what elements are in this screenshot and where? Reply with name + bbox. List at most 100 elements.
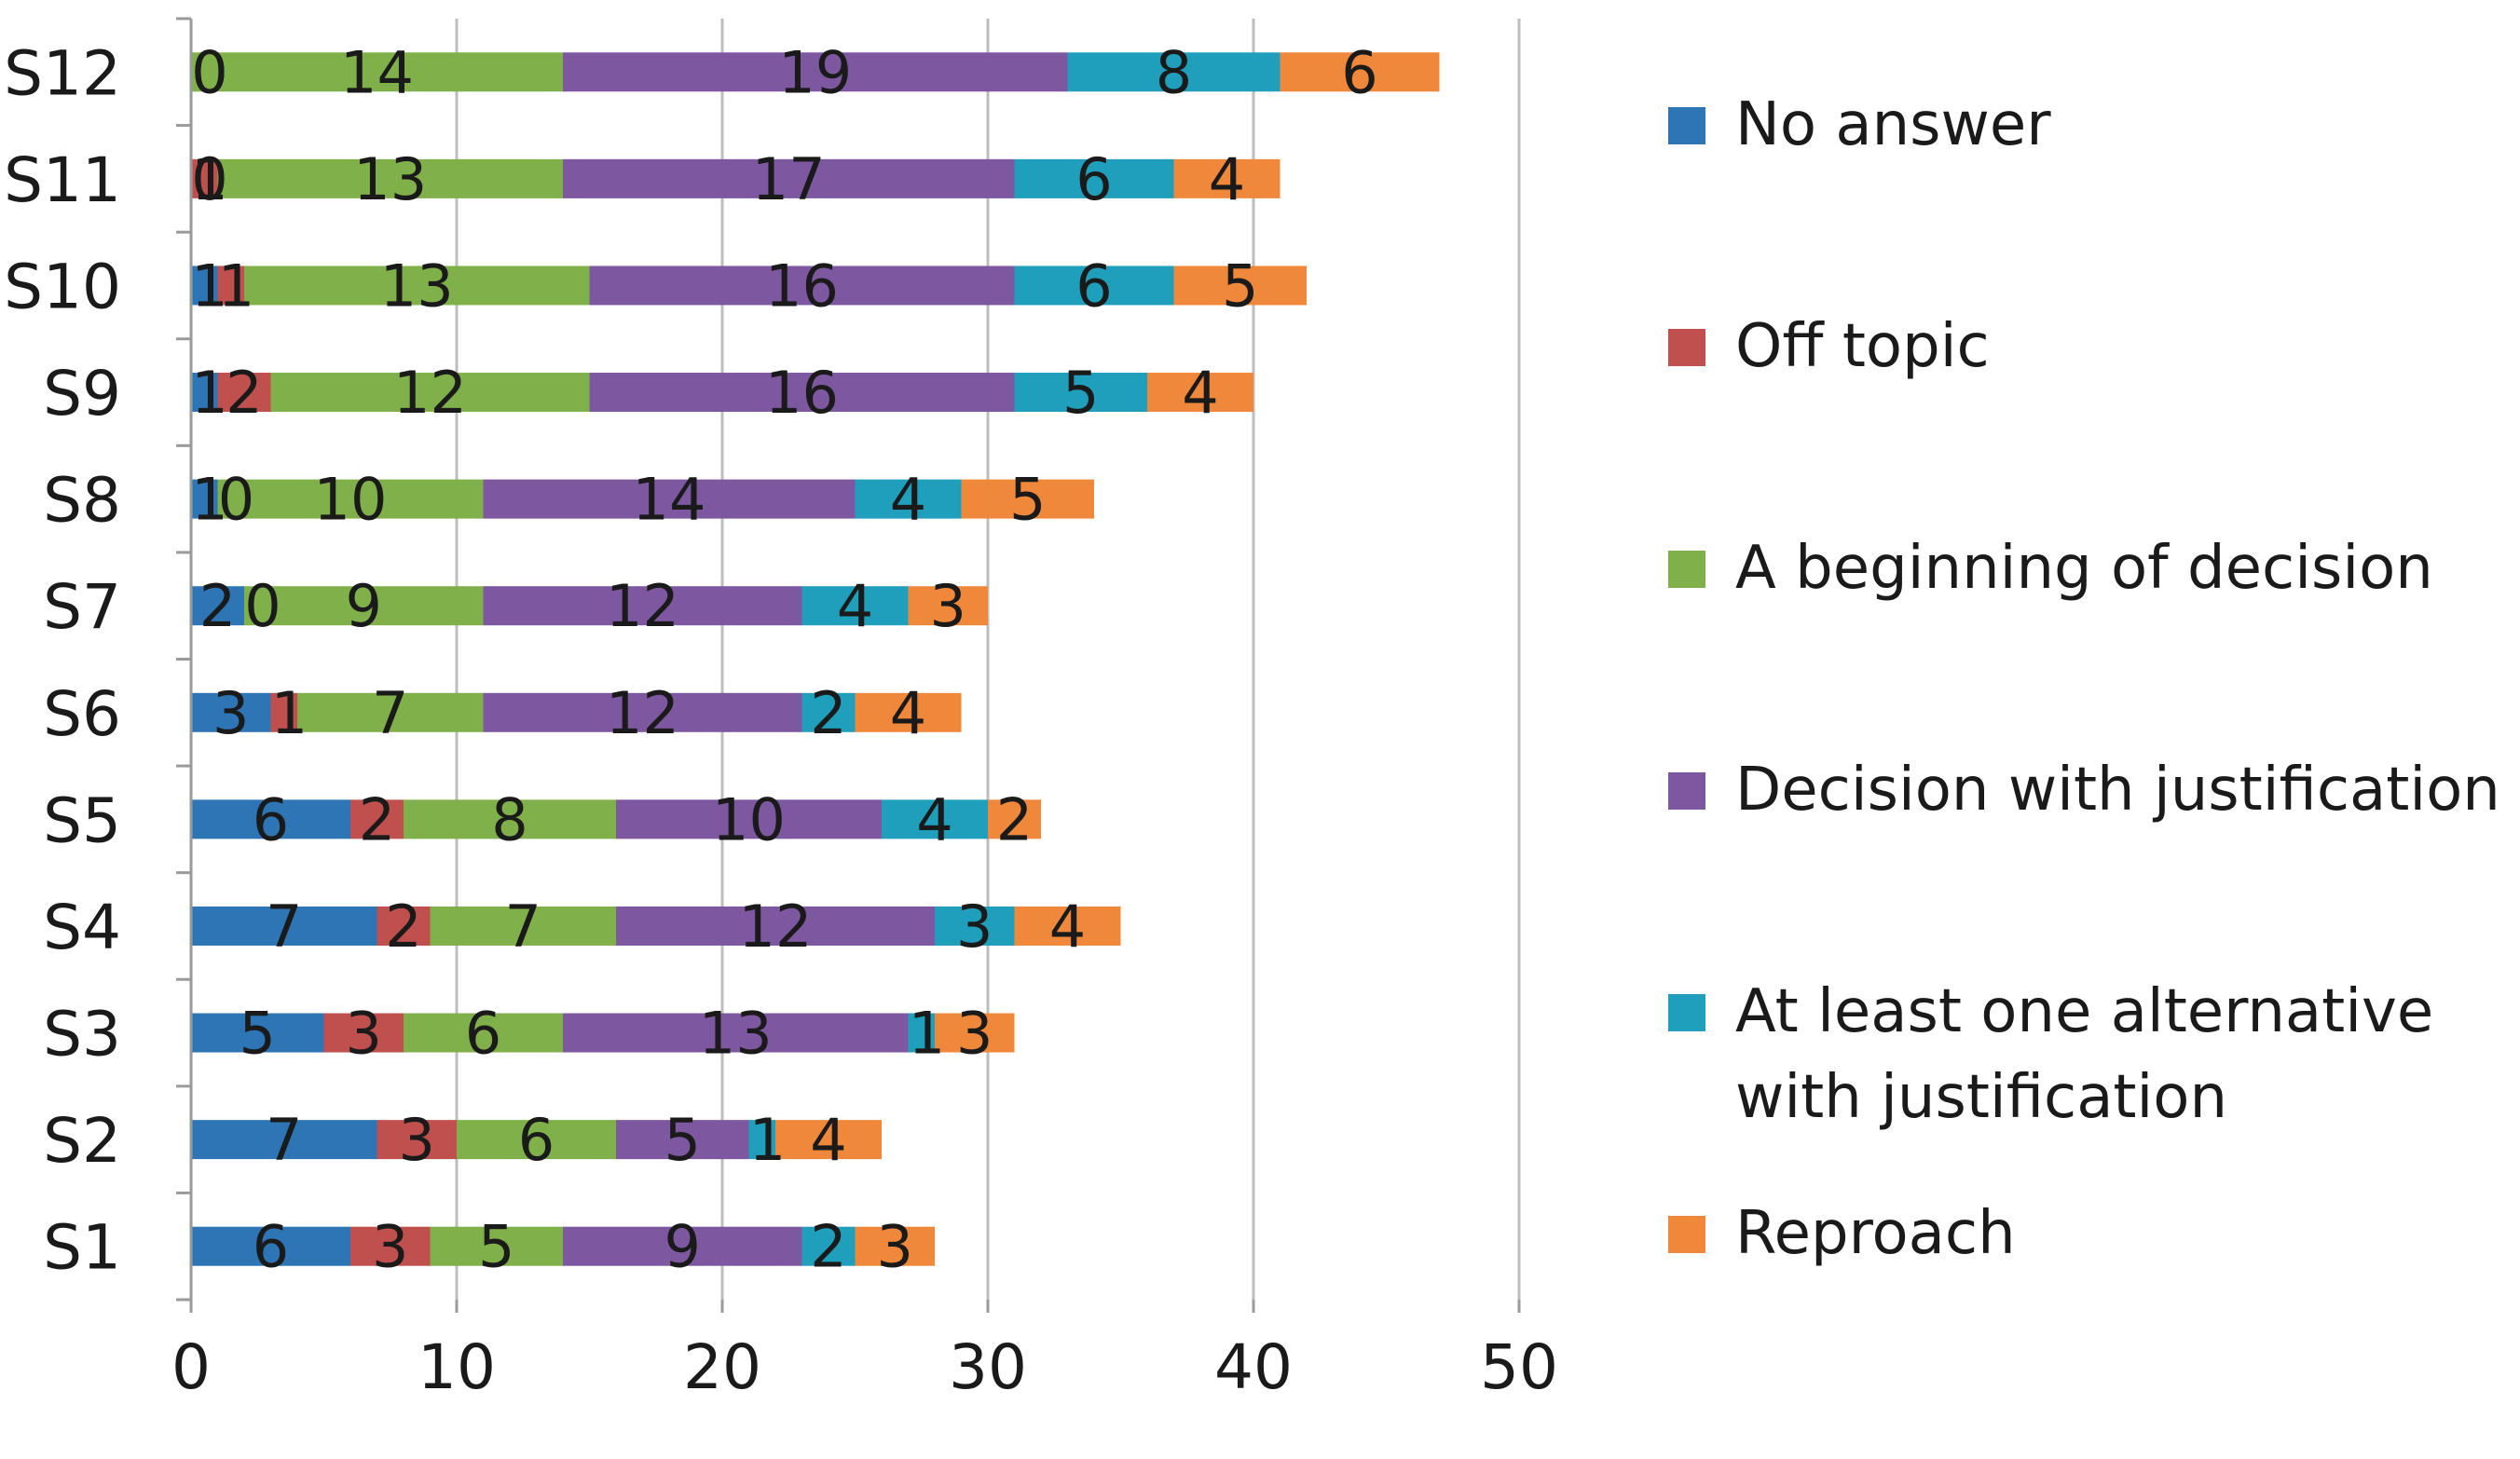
data-label: 6	[1341, 38, 1377, 106]
data-label: 5	[1009, 466, 1046, 534]
bar-segment	[1173, 266, 1307, 306]
x-tick-label: 50	[1480, 1331, 1558, 1403]
data-label: 3	[346, 1000, 382, 1068]
bar-segment	[1280, 52, 1440, 92]
data-label: 1	[191, 145, 227, 213]
bar-segment	[430, 906, 616, 946]
bar-segment	[191, 692, 271, 732]
category-label-s6: S6	[43, 678, 121, 750]
bar-segment	[191, 266, 218, 306]
data-label: 12	[739, 893, 813, 961]
data-label: 4	[1049, 893, 1086, 961]
bar-segment	[961, 479, 1094, 519]
bar-segment	[297, 692, 484, 732]
category-label-s1: S1	[43, 1212, 121, 1284]
category-label-s8: S8	[43, 465, 121, 537]
data-label: 5	[1222, 252, 1258, 320]
bar-segment	[563, 158, 1015, 198]
data-label: 3	[372, 1213, 408, 1281]
bar-segment	[483, 692, 802, 732]
bar-segment	[191, 1226, 350, 1266]
data-label: 7	[266, 893, 302, 961]
data-label: 0	[191, 38, 227, 106]
x-tick-label: 0	[171, 1331, 211, 1403]
bar-segment	[801, 692, 856, 732]
bar-segment	[323, 1013, 404, 1053]
data-label: 2	[359, 785, 395, 853]
data-label: 1	[218, 252, 254, 320]
bar-segment	[589, 266, 1015, 306]
data-label: 4	[916, 785, 952, 853]
category-label-s2: S2	[43, 1105, 121, 1177]
data-label: 19	[778, 38, 852, 106]
bar-segment	[1014, 373, 1147, 413]
bar-segment	[748, 1120, 775, 1160]
data-label: 1	[909, 1000, 945, 1068]
data-label: 13	[380, 252, 454, 320]
data-label: 7	[505, 893, 541, 961]
data-label: 14	[340, 38, 414, 106]
data-label: 8	[1156, 38, 1192, 106]
bar-segment	[563, 52, 1068, 92]
data-label: 6	[1075, 145, 1112, 213]
category-label-s4: S4	[43, 892, 121, 963]
data-label: 0	[244, 572, 281, 640]
bar-segment	[1147, 373, 1253, 413]
bar-segment	[616, 799, 882, 839]
bar-segment	[935, 906, 1015, 946]
data-label: 3	[930, 572, 966, 640]
bar-segment	[191, 52, 563, 92]
bar-segment	[855, 692, 962, 732]
category-label-s9: S9	[43, 358, 121, 430]
bar-segment	[191, 1120, 377, 1160]
data-label: 10	[314, 466, 388, 534]
bar-segment	[1173, 158, 1281, 198]
bar-segment	[350, 1226, 431, 1266]
bar-segment	[483, 586, 802, 626]
bar-segment	[270, 692, 297, 732]
legend-label: with justification	[1735, 1063, 2227, 1132]
data-label: 1	[191, 359, 227, 427]
data-label: 3	[399, 1106, 435, 1174]
data-label: 8	[491, 785, 527, 853]
data-label: 4	[890, 679, 926, 747]
category-label-s3: S3	[43, 999, 121, 1070]
bar-segment	[377, 906, 431, 946]
data-label: 7	[372, 679, 408, 747]
legend-swatch	[1668, 994, 1705, 1031]
bar-segment	[404, 799, 616, 839]
legend-label: Reproach	[1735, 1199, 2016, 1268]
data-label: 3	[212, 679, 249, 747]
bar-segment	[483, 479, 856, 519]
bar-segment	[457, 1120, 616, 1160]
data-label: 3	[877, 1213, 913, 1281]
bar-segment	[1014, 266, 1174, 306]
bar-segment	[270, 373, 590, 413]
bar-segment	[191, 906, 377, 946]
legend-swatch	[1668, 107, 1705, 144]
legend-label: A beginning of decision	[1735, 534, 2433, 603]
data-label: 1	[191, 466, 227, 534]
bar-segment	[801, 1226, 856, 1266]
bar-segment	[1014, 158, 1174, 198]
legend-swatch	[1668, 551, 1705, 588]
data-label: 12	[606, 572, 679, 640]
bar-segment	[563, 1226, 802, 1266]
bar-segment	[616, 906, 935, 946]
bar-segment	[430, 1226, 563, 1266]
data-label: 2	[996, 785, 1033, 853]
bar-segment	[191, 799, 350, 839]
data-label: 4	[810, 1106, 846, 1174]
data-label: 0	[191, 38, 227, 106]
data-label: 4	[890, 466, 926, 534]
bar-segment	[377, 1120, 457, 1160]
data-label: 2	[385, 893, 421, 961]
bar-segment	[1014, 906, 1121, 946]
data-label: 4	[837, 572, 873, 640]
legend-swatch	[1668, 329, 1705, 366]
x-tick-label: 20	[683, 1331, 761, 1403]
data-label: 1	[191, 252, 227, 320]
